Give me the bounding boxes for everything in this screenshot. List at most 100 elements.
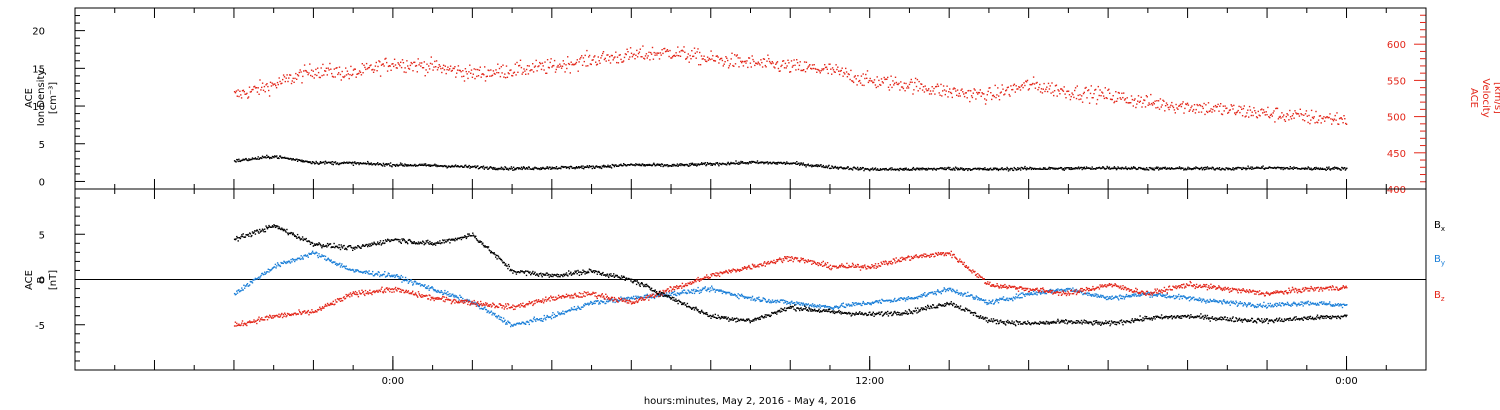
- by-point: [384, 271, 386, 273]
- velocity-point: [888, 89, 891, 91]
- density-point: [701, 162, 703, 164]
- density-point: [1240, 167, 1242, 169]
- bz-point: [497, 306, 500, 308]
- by-point: [362, 271, 365, 274]
- density-point: [506, 167, 508, 170]
- by-point: [746, 296, 748, 298]
- velocity-point: [1006, 86, 1009, 89]
- by-point: [321, 255, 324, 257]
- by-point: [576, 307, 578, 310]
- density-point: [511, 167, 513, 170]
- density-point: [1182, 167, 1184, 169]
- velocity-point: [972, 92, 974, 94]
- density-point: [652, 163, 654, 166]
- density-point: [962, 169, 964, 171]
- velocity-point: [857, 75, 859, 77]
- by-point: [329, 260, 332, 262]
- velocity-point: [1053, 90, 1056, 92]
- by-point: [683, 289, 686, 291]
- density-point: [285, 157, 287, 159]
- density-point: [1004, 168, 1006, 170]
- velocity-point: [725, 56, 727, 58]
- by-point: [630, 296, 633, 298]
- density-point: [1062, 168, 1065, 170]
- by-point: [625, 297, 628, 299]
- top-left-tick-label: 0: [39, 177, 45, 188]
- velocity-point: [1025, 80, 1027, 82]
- bz-point: [332, 300, 334, 303]
- by-point: [255, 278, 257, 280]
- velocity-point: [357, 73, 359, 75]
- bz-point: [363, 293, 365, 295]
- by-point: [301, 258, 303, 260]
- bz-point: [465, 299, 467, 301]
- velocity-point: [407, 65, 409, 67]
- velocity-point: [1161, 104, 1163, 106]
- velocity-point: [1207, 102, 1210, 104]
- density-point: [638, 163, 641, 165]
- by-point: [1118, 295, 1121, 297]
- by-point: [799, 304, 802, 306]
- velocity-point: [867, 81, 870, 84]
- velocity-point: [237, 89, 239, 91]
- by-point: [1110, 296, 1112, 298]
- velocity-point: [609, 62, 612, 64]
- by-point: [1001, 297, 1003, 299]
- velocity-point: [825, 66, 828, 68]
- velocity-point: [1318, 115, 1321, 117]
- by-point: [907, 298, 909, 301]
- by-point: [365, 270, 367, 272]
- bz-point: [480, 303, 483, 305]
- velocity-point: [537, 65, 539, 68]
- by-point: [412, 284, 414, 286]
- velocity-point: [413, 61, 415, 64]
- bz-point: [376, 289, 378, 292]
- velocity-point: [1153, 103, 1155, 105]
- velocity-point: [1208, 110, 1210, 113]
- velocity-point: [754, 64, 756, 67]
- velocity-point: [426, 63, 428, 65]
- bz-point: [244, 322, 246, 324]
- velocity-point: [1223, 110, 1225, 112]
- density-point: [859, 168, 861, 171]
- bz-point: [555, 298, 558, 301]
- by-point: [1123, 298, 1126, 300]
- bz-point: [307, 309, 309, 312]
- by-point: [905, 298, 907, 300]
- velocity-point: [731, 52, 733, 54]
- density-point: [634, 164, 636, 167]
- by-point: [688, 292, 691, 294]
- density-point: [750, 162, 752, 164]
- by-point: [628, 296, 630, 299]
- velocity-point: [1123, 92, 1125, 94]
- density-point: [444, 164, 446, 167]
- by-point: [687, 289, 689, 291]
- by-point: [404, 279, 406, 281]
- density-point: [394, 164, 396, 166]
- density-point: [467, 165, 470, 168]
- velocity-point: [469, 64, 471, 66]
- density-point: [1346, 167, 1348, 169]
- velocity-point: [463, 80, 466, 82]
- velocity-point: [956, 89, 959, 91]
- density-point: [276, 157, 279, 159]
- bz-point: [526, 303, 528, 305]
- velocity-point: [940, 83, 942, 86]
- velocity-point: [627, 51, 629, 53]
- velocity-point: [908, 83, 911, 86]
- bz-point: [477, 303, 480, 305]
- by-point: [717, 289, 719, 291]
- velocity-point: [924, 85, 926, 87]
- density-point: [1145, 167, 1148, 169]
- by-point: [1323, 301, 1325, 303]
- density-point: [1175, 167, 1177, 169]
- density-point: [1054, 167, 1056, 169]
- velocity-point: [650, 53, 653, 55]
- density-point: [1063, 169, 1065, 171]
- density-point: [944, 167, 946, 169]
- bz-point: [391, 291, 393, 293]
- velocity-point: [856, 84, 858, 86]
- velocity-point: [1039, 83, 1041, 86]
- velocity-point: [1105, 97, 1107, 99]
- density-point: [453, 166, 455, 168]
